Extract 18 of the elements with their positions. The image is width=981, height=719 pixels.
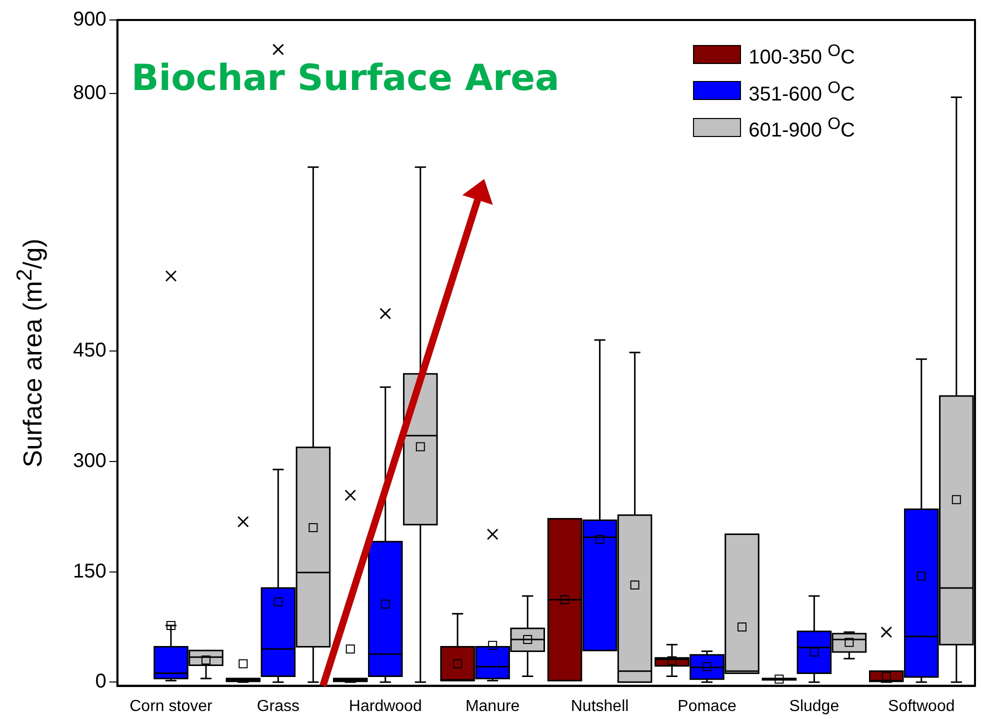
- legend-label: 100-350 $^{O}$C: [748, 40, 855, 71]
- x-tick-label: Manure: [465, 698, 520, 715]
- x-tick-label: Corn stover: [130, 698, 213, 715]
- y-tick-label: 0: [95, 670, 106, 693]
- legend-label: 601-900 $^{O}$C: [748, 113, 855, 144]
- legend-label: 351-600 $^{O}$C: [748, 76, 855, 108]
- text: Biochar Surface Area: [131, 58, 560, 99]
- x-tick-label: Softwood: [888, 698, 955, 715]
- y-tick-label: 150: [72, 560, 106, 582]
- x-tick-label: Nutshell: [570, 698, 629, 715]
- x-tick-label: Sludge: [789, 698, 840, 715]
- y-tick-label: 800: [72, 82, 106, 104]
- y-tick-label: 450: [72, 340, 106, 362]
- x-tick-label: Hardwood: [348, 698, 422, 715]
- x-tick-label: Pomace: [678, 698, 736, 715]
- x-tick-label: Grass: [256, 698, 300, 715]
- y-tick-label: 900: [72, 8, 106, 31]
- y-tick-label: 300: [72, 450, 106, 472]
